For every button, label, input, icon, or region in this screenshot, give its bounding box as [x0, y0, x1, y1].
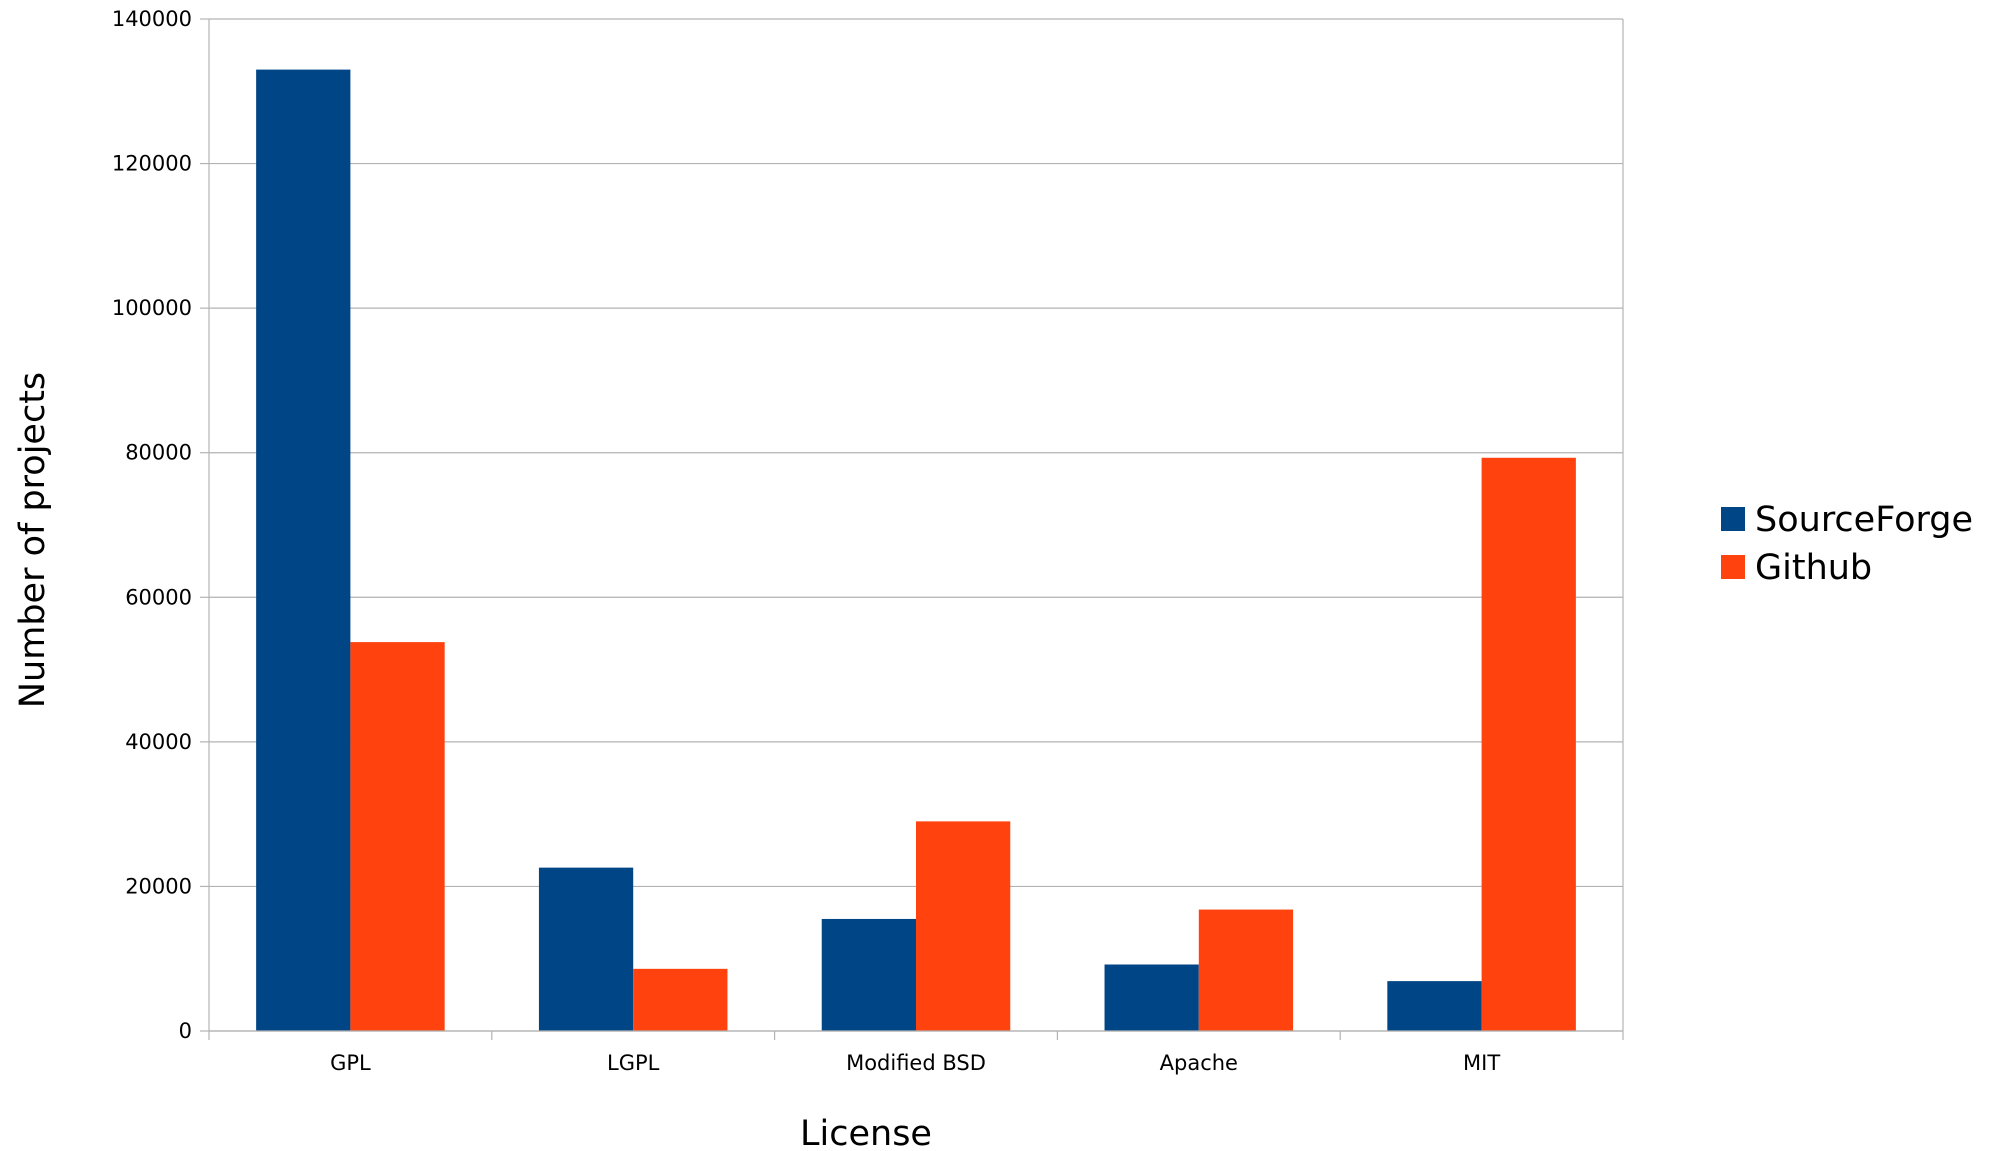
bar-sourceforge-gpl	[256, 70, 350, 1031]
legend-swatch-sourceforge	[1721, 507, 1745, 531]
bar-sourceforge-apache	[1105, 964, 1199, 1031]
bar-sourceforge-lgpl	[539, 868, 633, 1031]
x-tick-label: GPL	[330, 1051, 371, 1075]
legend-label-github: Github	[1755, 548, 1872, 588]
x-tick-label: LGPL	[607, 1051, 660, 1075]
y-tick-label: 0	[179, 1019, 192, 1043]
y-tick-label: 40000	[125, 730, 192, 754]
x-tick-label: MIT	[1463, 1051, 1500, 1075]
bar-sourceforge-modified-bsd	[822, 919, 916, 1031]
y-tick-label: 60000	[125, 585, 192, 609]
legend-swatch-github	[1721, 555, 1745, 579]
x-tick-label: Modified BSD	[846, 1051, 986, 1075]
bar-github-lgpl	[633, 969, 727, 1031]
bar-github-mit	[1482, 458, 1576, 1031]
bar-github-apache	[1199, 910, 1293, 1031]
legend-label-sourceforge: SourceForge	[1755, 500, 1973, 540]
bar-github-gpl	[350, 642, 444, 1031]
x-tick-label: Apache	[1160, 1051, 1238, 1075]
y-tick-label: 120000	[112, 152, 192, 176]
y-tick-label: 20000	[125, 874, 192, 898]
bar-github-modified-bsd	[916, 821, 1010, 1031]
y-tick-label: 140000	[112, 7, 192, 31]
bar-sourceforge-mit	[1387, 981, 1481, 1031]
y-tick-label: 100000	[112, 296, 192, 320]
x-axis-title: License	[800, 1114, 932, 1151]
y-tick-label: 80000	[125, 441, 192, 465]
y-axis-title: Number of projects	[13, 372, 53, 708]
